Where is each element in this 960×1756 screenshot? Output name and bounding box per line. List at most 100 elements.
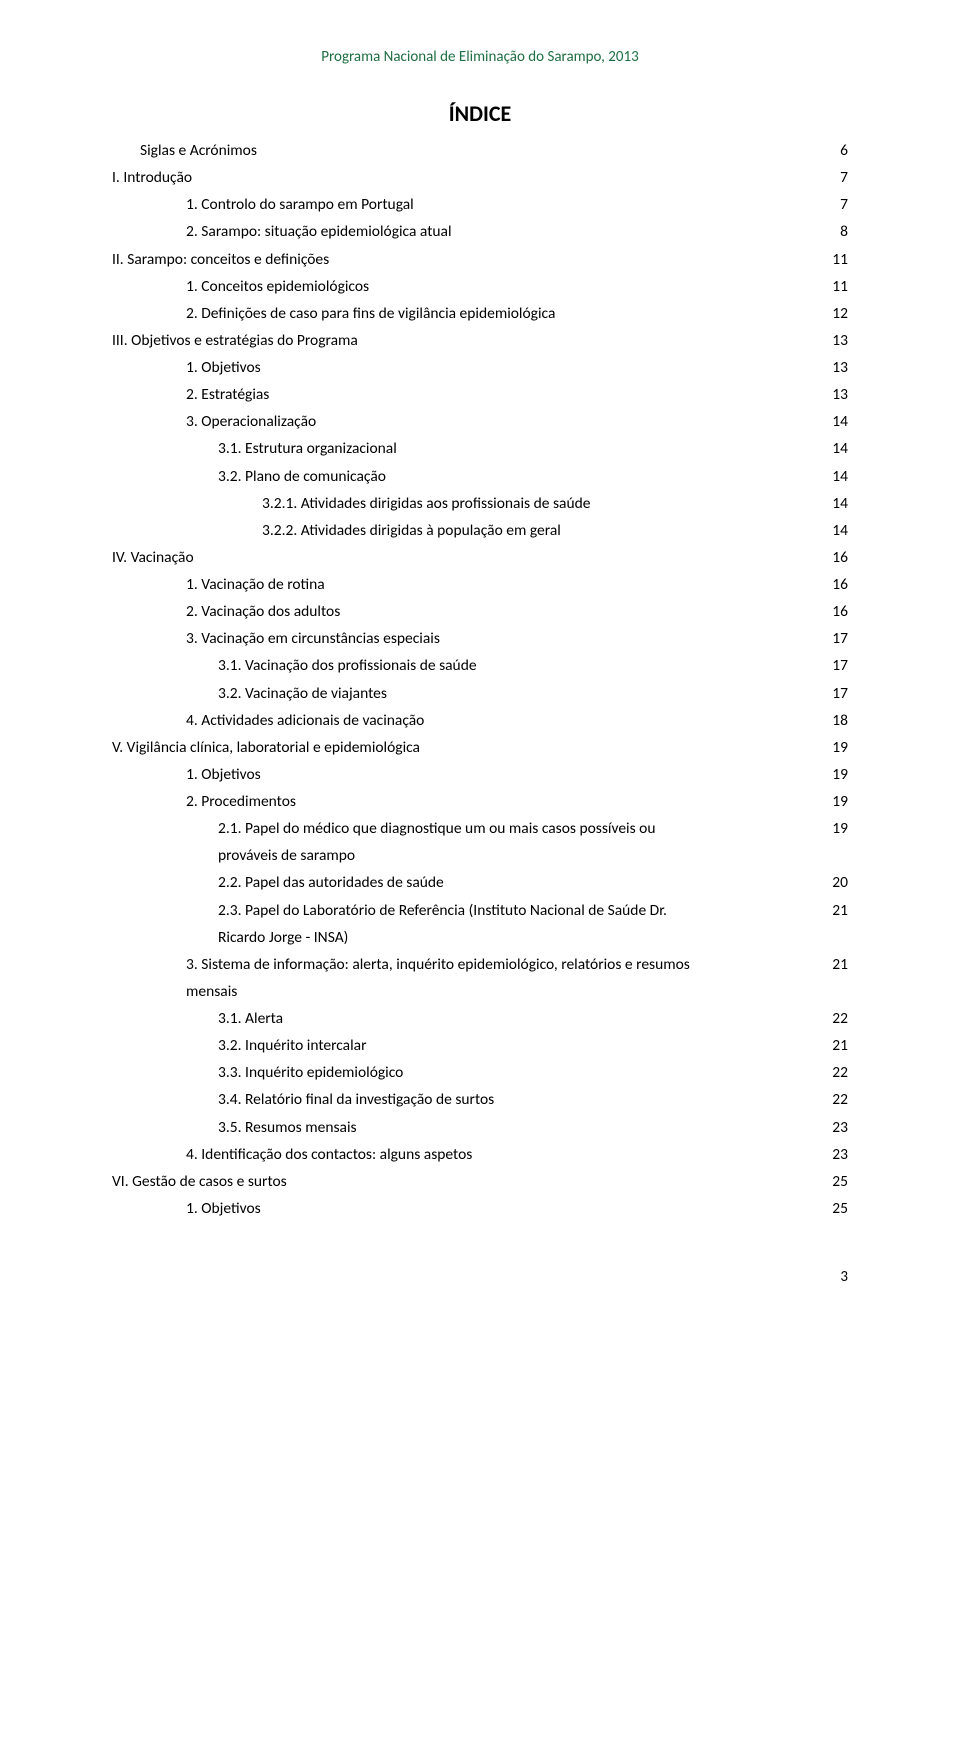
toc-row: 3.4. Relatório final da investigação de … [112, 1086, 848, 1113]
toc-entry-page: 19 [818, 761, 848, 788]
toc-row: 1. Objetivos 19 [112, 761, 848, 788]
toc-entry-page: 17 [818, 652, 848, 679]
toc-container: Siglas e Acrónimos 6 I. Introdução 7 1. Cont… [112, 137, 848, 1222]
toc-row: 1. Conceitos epidemiológicos11 [112, 273, 848, 300]
toc-entry-page: 13 [818, 381, 848, 408]
toc-entry-label: 2. Estratégias [112, 381, 281, 408]
toc-entry-page: 25 [818, 1168, 848, 1195]
toc-row: 2. Procedimentos 19 [112, 788, 848, 815]
toc-entry-label: VI. Gestão de casos e surtos [112, 1168, 299, 1195]
toc-entry-page: 25 [818, 1195, 848, 1222]
toc-entry-page: 8 [818, 218, 848, 245]
toc-entry-label: 4. Actividades adicionais de vacinação [112, 707, 436, 734]
toc-entry-label: 3.2.2. Atividades dirigidas à população … [112, 517, 573, 544]
toc-row: 3.2. Plano de comunicação 14 [112, 463, 848, 490]
toc-entry-page: 14 [818, 517, 848, 544]
toc-entry-page: 19 [818, 815, 848, 842]
toc-entry-label: 3. Sistema de informação: alerta, inquér… [112, 951, 722, 1005]
toc-entry-page: 14 [818, 490, 848, 517]
toc-row: 2. Definições de caso para fins de vigil… [112, 300, 848, 327]
toc-entry-label: 3.1. Estrutura organizacional [112, 435, 409, 462]
toc-entry-label: 1. Objetivos [112, 354, 273, 381]
toc-title: ÍNDICE [112, 100, 848, 127]
toc-entry-page: 23 [818, 1141, 848, 1168]
toc-entry-label: 3.2. Plano de comunicação [112, 463, 398, 490]
toc-entry-page: 20 [818, 869, 848, 896]
toc-row: 4. Actividades adicionais de vacinação 18 [112, 707, 848, 734]
toc-entry-label: 3.5. Resumos mensais [112, 1114, 369, 1141]
toc-entry-label: Siglas e Acrónimos [112, 137, 269, 164]
toc-entry-label: III. Objetivos e estratégias do Programa [112, 327, 370, 354]
toc-row: 4. Identificação dos contactos: alguns a… [112, 1141, 848, 1168]
toc-entry-label: 2. Sarampo: situação epidemiológica atua… [112, 218, 464, 245]
toc-row: 3.5. Resumos mensais 23 [112, 1114, 848, 1141]
toc-entry-page: 13 [818, 354, 848, 381]
toc-entry-label: 3.1. Vacinação dos profissionais de saúd… [112, 652, 489, 679]
toc-row: 1. Vacinação de rotina16 [112, 571, 848, 598]
toc-row: 3.2. Vacinação de viajantes17 [112, 680, 848, 707]
toc-entry-page: 16 [818, 571, 848, 598]
toc-entry-label: 2. Vacinação dos adultos [112, 598, 352, 625]
toc-entry-label: 2.3. Papel do Laboratório de Referência … [112, 897, 692, 951]
toc-entry-label: 1. Objetivos [112, 1195, 273, 1222]
toc-entry-page: 19 [818, 788, 848, 815]
toc-row: 2.3. Papel do Laboratório de Referência … [112, 897, 848, 951]
toc-row: 3.2.1. Atividades dirigidas aos profissi… [112, 490, 848, 517]
toc-entry-page: 16 [818, 598, 848, 625]
toc-entry-page: 23 [818, 1114, 848, 1141]
toc-entry-page: 7 [818, 164, 848, 191]
toc-entry-page: 14 [818, 435, 848, 462]
toc-row: 2. Vacinação dos adultos 16 [112, 598, 848, 625]
toc-row: 3. Sistema de informação: alerta, inquér… [112, 951, 848, 1005]
toc-row: II. Sarampo: conceitos e definições 11 [112, 246, 848, 273]
toc-entry-page: 22 [818, 1005, 848, 1032]
toc-entry-page: 13 [818, 327, 848, 354]
toc-entry-page: 16 [818, 544, 848, 571]
toc-entry-page: 6 [818, 137, 848, 164]
toc-entry-label: 3. Operacionalização [112, 408, 328, 435]
toc-row: 1. Objetivos 13 [112, 354, 848, 381]
toc-entry-label: I. Introdução [112, 164, 204, 191]
toc-entry-label: 2. Procedimentos [112, 788, 308, 815]
toc-entry-page: 22 [818, 1086, 848, 1113]
toc-entry-page: 22 [818, 1059, 848, 1086]
toc-row: V. Vigilância clínica, laboratorial e ep… [112, 734, 848, 761]
toc-row: 3.3. Inquérito epidemiológico 22 [112, 1059, 848, 1086]
toc-entry-page: 14 [818, 408, 848, 435]
toc-entry-label: 1. Controlo do sarampo em Portugal [112, 191, 426, 218]
toc-entry-label: 3.3. Inquérito epidemiológico [112, 1059, 415, 1086]
document-header: Programa Nacional de Eliminação do Saram… [112, 48, 848, 66]
toc-entry-label: 2.1. Papel do médico que diagnostique um… [112, 815, 692, 869]
toc-entry-label: II. Sarampo: conceitos e definições [112, 246, 341, 273]
toc-row: III. Objetivos e estratégias do Programa… [112, 327, 848, 354]
toc-row: 3. Vacinação em circunstâncias especiais… [112, 625, 848, 652]
toc-entry-label: 3.4. Relatório final da investigação de … [112, 1086, 506, 1113]
page-number: 3 [112, 1268, 848, 1286]
toc-entry-label: 3.2.1. Atividades dirigidas aos profissi… [112, 490, 602, 517]
toc-row: IV. Vacinação 16 [112, 544, 848, 571]
toc-entry-page: 14 [818, 463, 848, 490]
toc-entry-label: 4. Identificação dos contactos: alguns a… [112, 1141, 484, 1168]
toc-row: 3.1. Estrutura organizacional 14 [112, 435, 848, 462]
toc-row: 3.2. Inquérito intercalar 21 [112, 1032, 848, 1059]
toc-entry-label: IV. Vacinação [112, 544, 206, 571]
toc-entry-label: 2.2. Papel das autoridades de saúde [112, 869, 456, 896]
toc-entry-page: 12 [818, 300, 848, 327]
toc-entry-page: 18 [818, 707, 848, 734]
toc-entry-label: 3.2. Inquérito intercalar [112, 1032, 378, 1059]
toc-entry-page: 11 [818, 246, 848, 273]
toc-entry-page: 17 [818, 625, 848, 652]
toc-row: I. Introdução 7 [112, 164, 848, 191]
toc-entry-page: 7 [818, 191, 848, 218]
toc-row: 3.1. Vacinação dos profissionais de saúd… [112, 652, 848, 679]
toc-entry-page: 21 [818, 1032, 848, 1059]
toc-row: 1. Objetivos 25 [112, 1195, 848, 1222]
toc-entry-label: 2. Definições de caso para fins de vigil… [112, 300, 567, 327]
toc-row: VI. Gestão de casos e surtos 25 [112, 1168, 848, 1195]
toc-entry-page: 21 [818, 951, 848, 978]
toc-entry-label: 1. Objetivos [112, 761, 273, 788]
toc-entry-label: 3. Vacinação em circunstâncias especiais [112, 625, 452, 652]
toc-row: 2. Estratégias 13 [112, 381, 848, 408]
toc-row: 2.1. Papel do médico que diagnostique um… [112, 815, 848, 869]
toc-entry-page: 19 [818, 734, 848, 761]
